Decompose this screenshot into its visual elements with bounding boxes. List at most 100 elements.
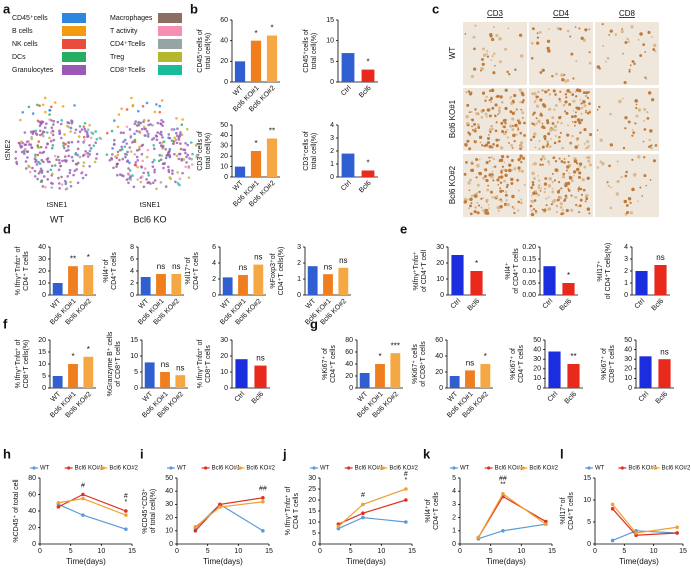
stain-speck bbox=[509, 96, 512, 99]
stain-speck bbox=[652, 43, 657, 48]
stain-speck bbox=[567, 124, 569, 127]
stain-speck bbox=[466, 103, 470, 107]
tsne-dot bbox=[184, 165, 187, 169]
legend-swatch bbox=[158, 26, 182, 36]
significance: ns bbox=[339, 256, 347, 265]
tsne-dot bbox=[73, 104, 76, 107]
tsne-dot bbox=[27, 164, 30, 168]
stain-speck bbox=[511, 111, 515, 115]
x-tick-label: Ctrl bbox=[634, 297, 647, 310]
tsne-dot bbox=[93, 160, 97, 164]
tsne-dot bbox=[45, 158, 49, 161]
tsne-dot bbox=[175, 141, 179, 145]
stain-speck bbox=[539, 98, 543, 102]
bar bbox=[234, 166, 246, 177]
x-tick-label: 0 bbox=[38, 548, 42, 555]
stain-speck bbox=[562, 172, 566, 176]
stain-speck bbox=[582, 188, 586, 192]
significance: * bbox=[87, 253, 90, 262]
tsne-dot bbox=[53, 164, 57, 167]
stain-speck bbox=[565, 96, 568, 99]
stain-speck bbox=[558, 97, 561, 101]
stain-speck bbox=[490, 156, 493, 159]
bar bbox=[341, 153, 355, 177]
stain-speck bbox=[517, 209, 520, 212]
stain-speck bbox=[484, 208, 488, 213]
point bbox=[361, 515, 365, 520]
tsne-dot bbox=[112, 143, 116, 146]
stain-speck bbox=[519, 101, 522, 104]
stain-speck bbox=[469, 212, 473, 216]
tsne-dot bbox=[34, 158, 38, 162]
y-tick-label: 40 bbox=[435, 353, 443, 360]
tsne-dot bbox=[70, 155, 74, 159]
tsne-dot bbox=[83, 121, 87, 125]
tsne-dot bbox=[67, 121, 71, 125]
stain-speck bbox=[488, 99, 491, 102]
y-tick-label: 0.10 bbox=[522, 268, 536, 275]
ihc-image bbox=[463, 154, 527, 217]
tsne-dot bbox=[31, 132, 35, 135]
tsne-dot bbox=[155, 187, 158, 191]
stain-speck bbox=[521, 117, 524, 119]
tsne-dot bbox=[34, 155, 37, 159]
stain-speck bbox=[639, 54, 643, 57]
stain-speck bbox=[476, 201, 479, 204]
stain-speck bbox=[633, 62, 636, 66]
stain-speck bbox=[620, 175, 623, 179]
stain-speck bbox=[474, 206, 477, 209]
legend-label: Treg bbox=[110, 54, 124, 61]
y-tick-label: 0 bbox=[440, 292, 444, 299]
legend-label: WT bbox=[177, 466, 187, 472]
stain-speck bbox=[582, 91, 586, 95]
stain-speck bbox=[561, 208, 564, 212]
bar bbox=[222, 277, 233, 295]
stain-speck bbox=[537, 119, 541, 124]
stain-speck bbox=[563, 199, 566, 202]
y-axis-label: % Ifnγ⁺Tnfα⁺ of bbox=[285, 487, 292, 536]
legend-label: Bcl6 KO#2 bbox=[109, 466, 138, 472]
y-axis-label: of CD4⁺T cells bbox=[513, 248, 520, 294]
tsne-dot bbox=[115, 165, 118, 168]
y-tick-label: 0 bbox=[452, 541, 456, 548]
tsne-dot bbox=[69, 126, 73, 130]
y-axis-label: total cell(%) bbox=[311, 133, 318, 170]
x-tick-label: 5 bbox=[69, 548, 73, 555]
stain-speck bbox=[464, 143, 468, 147]
tsne-dot bbox=[38, 170, 42, 173]
stain-speck bbox=[478, 158, 481, 161]
point bbox=[476, 535, 481, 540]
stain-speck bbox=[596, 129, 599, 132]
y-tick-label: 10 bbox=[308, 519, 316, 526]
stain-speck bbox=[578, 162, 583, 166]
tsne-dot bbox=[151, 160, 155, 164]
tsne-dot bbox=[71, 159, 75, 163]
stain-speck bbox=[566, 133, 570, 137]
stain-speck bbox=[507, 168, 512, 173]
tsne-dot bbox=[186, 153, 190, 157]
tsne-dot bbox=[137, 123, 141, 127]
stain-speck bbox=[486, 141, 491, 145]
tsne-dot bbox=[76, 140, 80, 143]
tsne-dot bbox=[55, 158, 58, 162]
stain-speck bbox=[585, 156, 588, 159]
x-tick-label: 0 bbox=[175, 548, 179, 555]
y-tick-label: 40 bbox=[220, 132, 228, 139]
stain-speck bbox=[571, 93, 575, 97]
tsne-dot bbox=[158, 110, 162, 114]
tsne-dot bbox=[149, 182, 152, 185]
stain-speck bbox=[648, 145, 651, 149]
legend-label: NK cells bbox=[12, 41, 38, 48]
stain-speck bbox=[560, 122, 563, 125]
tsne-dot bbox=[68, 168, 72, 172]
y-tick-label: 0 bbox=[537, 385, 541, 392]
legend-swatch bbox=[158, 52, 182, 62]
tsne-dot bbox=[188, 157, 191, 160]
tsne-dot bbox=[36, 144, 39, 147]
stain-speck bbox=[574, 120, 577, 124]
tsne-dot bbox=[78, 130, 82, 134]
legend-marker bbox=[452, 466, 456, 470]
y-axis-label: CD4⁺T cells bbox=[330, 345, 337, 383]
x-tick-label: 10 bbox=[377, 548, 385, 555]
significance: * bbox=[124, 499, 127, 506]
